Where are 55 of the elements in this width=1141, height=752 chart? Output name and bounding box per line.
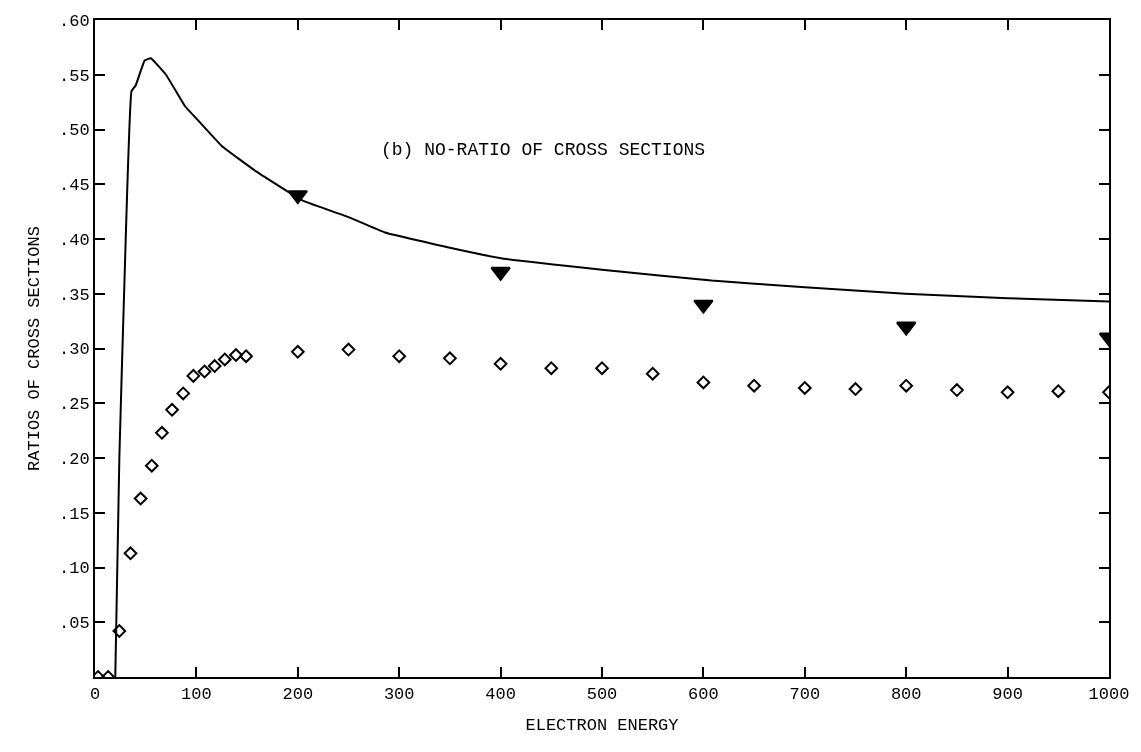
y-tick-label: .55 [58,66,90,86]
x-tick-label: 200 [282,685,314,705]
point [645,366,660,381]
point [747,378,761,393]
x-tick-label: 600 [688,685,719,705]
point [197,364,212,379]
x-tick-label: 100 [181,685,212,705]
point [950,383,964,397]
x-tick-label: 1000 [1088,685,1130,705]
x-tick-label: 700 [789,685,821,705]
point [797,381,812,395]
point [341,342,356,357]
y-tick-label: .30 [58,340,90,360]
y-tick-label: .45 [58,176,90,196]
x-tick-label: 500 [586,685,618,705]
y-tick-label: .25 [58,395,90,415]
point [443,351,457,366]
y-tick-label: .20 [58,449,90,469]
point [392,349,407,364]
point [239,349,253,364]
y-tick-label: .35 [58,285,90,305]
annotation: (b) NO-RATIO OF CROSS SECTIONS [381,140,706,160]
point [186,369,201,383]
y-tick-label: .50 [58,121,90,141]
point [899,378,914,393]
point [493,356,508,371]
x-tick-label: 400 [485,685,516,705]
point [1051,384,1066,399]
point [290,344,305,359]
y-tick-label: .60 [58,11,90,31]
x-axis-title: ELECTRON ENERGY [525,716,679,736]
point [595,361,609,376]
point [544,361,559,376]
x-tick-label: 0 [89,685,101,705]
point [176,386,191,401]
y-tick-label: .15 [58,504,90,524]
x-tick-label: 800 [890,685,922,705]
x-tick-label: 300 [383,685,415,705]
point [693,299,714,314]
y-tick-label: .05 [58,614,90,634]
point [133,491,148,506]
point [490,266,511,281]
point [848,382,863,396]
y-tick-label: .10 [58,559,90,579]
y-tick-label: .40 [58,230,90,250]
point [1000,385,1015,400]
point [229,348,243,362]
y-axis-title: RATIOS OF CROSS SECTIONS [25,226,45,471]
point [165,402,179,417]
point [696,375,711,390]
x-tick-label: 900 [992,685,1023,705]
point [144,458,159,473]
point [217,352,232,367]
point [155,425,169,440]
point [207,359,222,373]
